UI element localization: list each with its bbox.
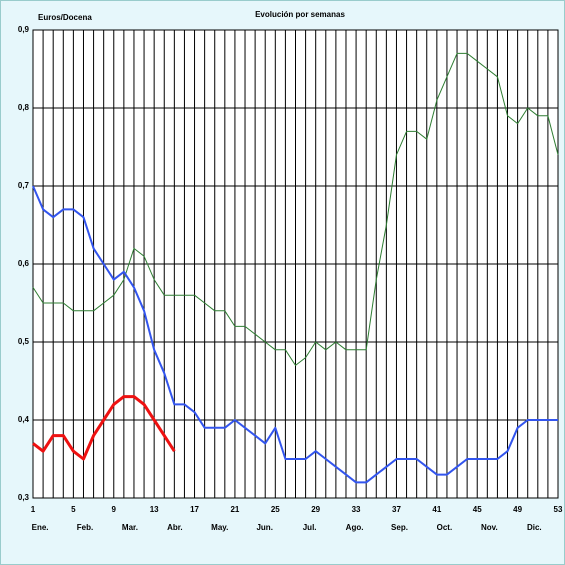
x-tick-label: 49 (513, 505, 522, 514)
month-label: Abr. (167, 523, 183, 532)
x-tick-label: 1 (31, 505, 36, 514)
y-axis-label: Euros/Docena (38, 13, 92, 22)
chart-title: Evolución por semanas (255, 10, 345, 19)
month-label: May. (211, 523, 228, 532)
y-tick-label: 0,7 (18, 181, 30, 190)
month-label: Jul. (303, 523, 317, 532)
x-tick-label: 41 (432, 505, 441, 514)
x-tick-label: 21 (230, 505, 239, 514)
series-line (32, 52, 559, 366)
month-label: Nov. (481, 523, 498, 532)
y-tick-label: 0,4 (18, 415, 30, 424)
x-tick-label: 9 (112, 505, 117, 514)
month-label: Dic. (527, 523, 542, 532)
x-tick-label: 17 (190, 505, 199, 514)
x-tick-label: 13 (150, 505, 159, 514)
series-line (32, 395, 176, 461)
month-label: Ene. (32, 523, 49, 532)
month-label: Jun. (256, 523, 272, 532)
month-label: Ago. (346, 523, 364, 532)
y-tick-label: 0,6 (18, 259, 30, 268)
month-label: Feb. (77, 523, 93, 532)
x-tick-label: 29 (311, 505, 320, 514)
x-tick-label: 45 (473, 505, 482, 514)
series-line (32, 185, 558, 484)
y-tick-label: 0,8 (18, 103, 30, 112)
month-label: Sep. (391, 523, 408, 532)
y-tick-label: 0,5 (18, 337, 30, 346)
x-tick-label: 37 (392, 505, 401, 514)
x-tick-label: 53 (554, 505, 563, 514)
y-tick-label: 0,3 (18, 493, 30, 502)
plot-border (32, 29, 559, 499)
x-tick-label: 5 (71, 505, 76, 514)
x-tick-label: 33 (352, 505, 361, 514)
month-label: Oct. (437, 523, 453, 532)
y-tick-label: 0,9 (18, 25, 30, 34)
month-label: Mar. (122, 523, 138, 532)
x-tick-label: 25 (271, 505, 280, 514)
